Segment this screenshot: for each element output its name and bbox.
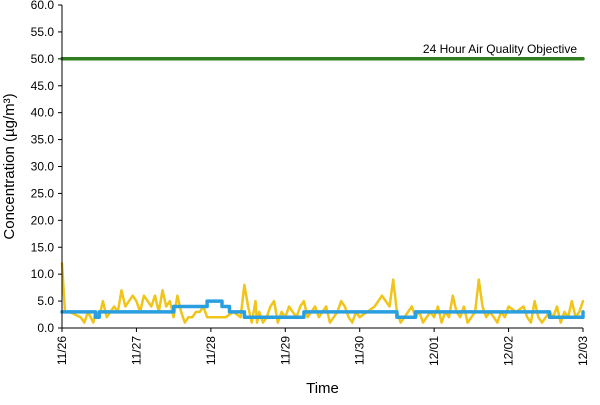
x-tick-label: 11/30 bbox=[353, 336, 367, 365]
objective-annotation: 24 Hour Air Quality Objective bbox=[423, 42, 577, 56]
x-tick-label: 11/29 bbox=[278, 336, 292, 365]
x-tick-label: 12/02 bbox=[502, 336, 516, 366]
y-tick-label: 50.0 bbox=[31, 52, 55, 66]
x-tick-label: 11/26 bbox=[55, 336, 69, 365]
y-tick-label: 20.0 bbox=[31, 213, 55, 227]
y-tick-label: 60.0 bbox=[31, 0, 55, 12]
y-tick-label: 15.0 bbox=[31, 240, 55, 254]
y-tick-label: 5.0 bbox=[37, 294, 54, 308]
y-axis-ticks: 0.0 5.0 10.0 15.0 20.0 25.0 30.0 35.0 40.0 45.0 50… bbox=[31, 0, 62, 335]
x-axis-ticks: 11/26 11/27 11/28 11/29 11/30 12/01 12/02 12/03 bbox=[55, 328, 590, 366]
series-line-24h-average bbox=[60, 299, 585, 319]
y-tick-label: 0.0 bbox=[37, 321, 54, 335]
y-axis-title: Concentration (µg/m³) bbox=[1, 93, 18, 239]
x-tick-label: 12/03 bbox=[576, 336, 590, 366]
y-tick-label: 45.0 bbox=[31, 79, 55, 93]
y-tick-label: 55.0 bbox=[31, 25, 55, 39]
series-lines bbox=[60, 57, 585, 324]
x-tick-label: 11/28 bbox=[204, 336, 218, 365]
series-line-hourly bbox=[60, 262, 585, 324]
y-tick-label: 30.0 bbox=[31, 160, 55, 174]
x-axis-title: Time bbox=[306, 380, 339, 397]
x-tick-label: 11/27 bbox=[129, 336, 143, 365]
y-tick-label: 35.0 bbox=[31, 133, 55, 147]
y-tick-label: 25.0 bbox=[31, 186, 55, 200]
y-tick-label: 10.0 bbox=[31, 267, 55, 281]
y-tick-label: 40.0 bbox=[31, 106, 55, 120]
x-tick-label: 12/01 bbox=[427, 336, 441, 366]
